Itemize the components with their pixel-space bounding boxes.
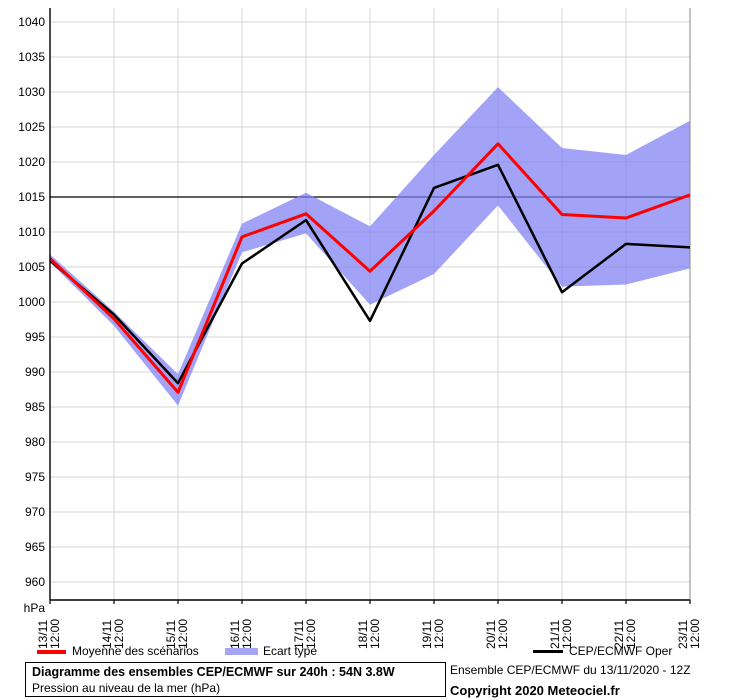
y-tick-label: 1015	[18, 190, 45, 204]
chart-title-box: Diagramme des ensembles CEP/ECMWF sur 24…	[25, 662, 446, 697]
y-tick-label: 980	[25, 435, 45, 449]
x-tick-label: 22/1112:00	[612, 619, 638, 649]
legend-mean-label: Moyenne des scénarios	[72, 644, 199, 658]
y-tick-label: 1025	[18, 120, 45, 134]
y-axis-unit-label: hPa	[24, 601, 46, 615]
x-tick-label: 15/1112:00	[164, 619, 190, 649]
chart-title: Diagramme des ensembles CEP/ECMWF sur 24…	[32, 665, 395, 679]
y-tick-label: 1035	[18, 50, 45, 64]
oper-line	[49, 163, 691, 385]
y-tick-label: 1010	[18, 225, 45, 239]
y-tick-label: 975	[25, 470, 45, 484]
run-info-block: Ensemble CEP/ECMWF du 13/11/2020 - 12Z C…	[450, 663, 735, 698]
y-tick-label: 995	[25, 330, 45, 344]
mean-line-swatch	[37, 650, 66, 654]
copyright-label: Copyright 2020 Meteociel.fr	[450, 683, 620, 698]
y-tick-label: 1040	[18, 15, 45, 29]
y-tick-label: 985	[25, 400, 45, 414]
y-tick-label: 1005	[18, 260, 45, 274]
x-tick-label: 19/1112:00	[420, 619, 446, 649]
oper-line-swatch	[533, 650, 563, 653]
chart-subtitle: Pression au niveau de la mer (hPa)	[32, 681, 221, 695]
legend-oper-label: CEP/ECMWF Oper	[569, 644, 673, 658]
legend-band-label: Ecart type	[263, 644, 318, 658]
x-tick-label: 23/1112:00	[676, 619, 702, 649]
y-tick-label: 1020	[18, 155, 45, 169]
y-tick-label: 960	[25, 575, 45, 589]
y-tick-label: 970	[25, 505, 45, 519]
x-tick-label: 14/1112:00	[100, 619, 126, 649]
run-label: Ensemble CEP/ECMWF du 13/11/2020 - 12Z	[450, 663, 691, 677]
x-tick-label: 16/1112:00	[228, 619, 254, 649]
x-tick-label: 20/1112:00	[484, 619, 510, 649]
mean-line	[48, 142, 691, 394]
x-tick-label: 21/1112:00	[548, 619, 574, 649]
y-tick-label: 1000	[18, 295, 45, 309]
y-tick-label: 990	[25, 365, 45, 379]
y-tick-label: 1030	[18, 85, 45, 99]
y-tick-label: 965	[25, 540, 45, 554]
x-tick-label: 18/1112:00	[356, 619, 382, 649]
band-swatch	[225, 648, 258, 655]
x-tick-label: 17/1112:00	[292, 619, 318, 649]
x-tick-label: 13/1112:00	[36, 619, 62, 649]
